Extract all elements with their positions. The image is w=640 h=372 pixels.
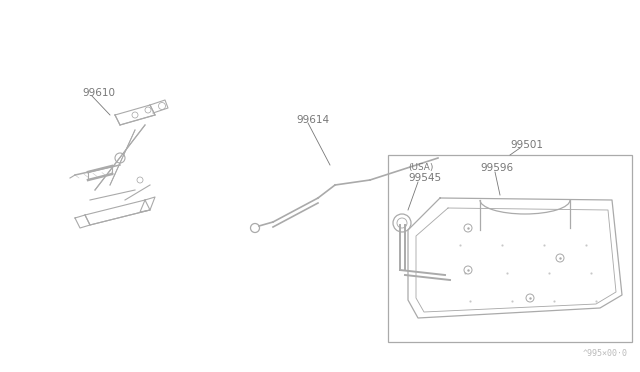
Text: ^995×00·0: ^995×00·0 xyxy=(583,349,628,358)
Text: 99610: 99610 xyxy=(82,88,115,98)
Text: 99545: 99545 xyxy=(408,173,441,183)
Text: 99614: 99614 xyxy=(296,115,329,125)
Text: (USA): (USA) xyxy=(408,163,433,172)
Text: 99501: 99501 xyxy=(510,140,543,150)
Bar xyxy=(388,155,632,342)
Text: 99596: 99596 xyxy=(480,163,513,173)
